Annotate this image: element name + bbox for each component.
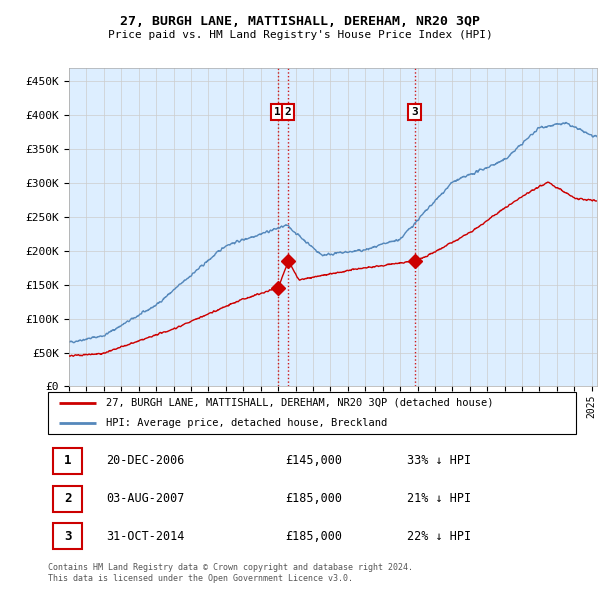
Text: £145,000: £145,000: [286, 454, 343, 467]
Text: 33% ↓ HPI: 33% ↓ HPI: [407, 454, 471, 467]
Text: Price paid vs. HM Land Registry's House Price Index (HPI): Price paid vs. HM Land Registry's House …: [107, 30, 493, 40]
Text: 20-DEC-2006: 20-DEC-2006: [106, 454, 184, 467]
FancyBboxPatch shape: [53, 486, 82, 512]
FancyBboxPatch shape: [53, 523, 82, 549]
Text: 3: 3: [411, 107, 418, 117]
Text: Contains HM Land Registry data © Crown copyright and database right 2024.
This d: Contains HM Land Registry data © Crown c…: [48, 563, 413, 583]
Text: HPI: Average price, detached house, Breckland: HPI: Average price, detached house, Brec…: [106, 418, 388, 428]
Text: 03-AUG-2007: 03-AUG-2007: [106, 492, 184, 505]
Text: 27, BURGH LANE, MATTISHALL, DEREHAM, NR20 3QP: 27, BURGH LANE, MATTISHALL, DEREHAM, NR2…: [120, 15, 480, 28]
Text: £185,000: £185,000: [286, 492, 343, 505]
Text: 1: 1: [274, 107, 281, 117]
Text: 31-OCT-2014: 31-OCT-2014: [106, 530, 184, 543]
Text: 22% ↓ HPI: 22% ↓ HPI: [407, 530, 471, 543]
Text: 1: 1: [64, 454, 71, 467]
Text: 21% ↓ HPI: 21% ↓ HPI: [407, 492, 471, 505]
Text: £185,000: £185,000: [286, 530, 343, 543]
Text: 3: 3: [64, 530, 71, 543]
Text: 2: 2: [64, 492, 71, 505]
Text: 2: 2: [285, 107, 292, 117]
FancyBboxPatch shape: [53, 448, 82, 474]
Text: 27, BURGH LANE, MATTISHALL, DEREHAM, NR20 3QP (detached house): 27, BURGH LANE, MATTISHALL, DEREHAM, NR2…: [106, 398, 494, 408]
